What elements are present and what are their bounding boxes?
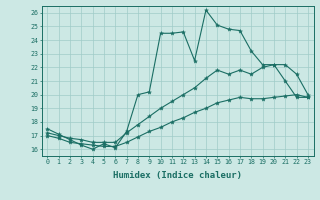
X-axis label: Humidex (Indice chaleur): Humidex (Indice chaleur) [113, 171, 242, 180]
